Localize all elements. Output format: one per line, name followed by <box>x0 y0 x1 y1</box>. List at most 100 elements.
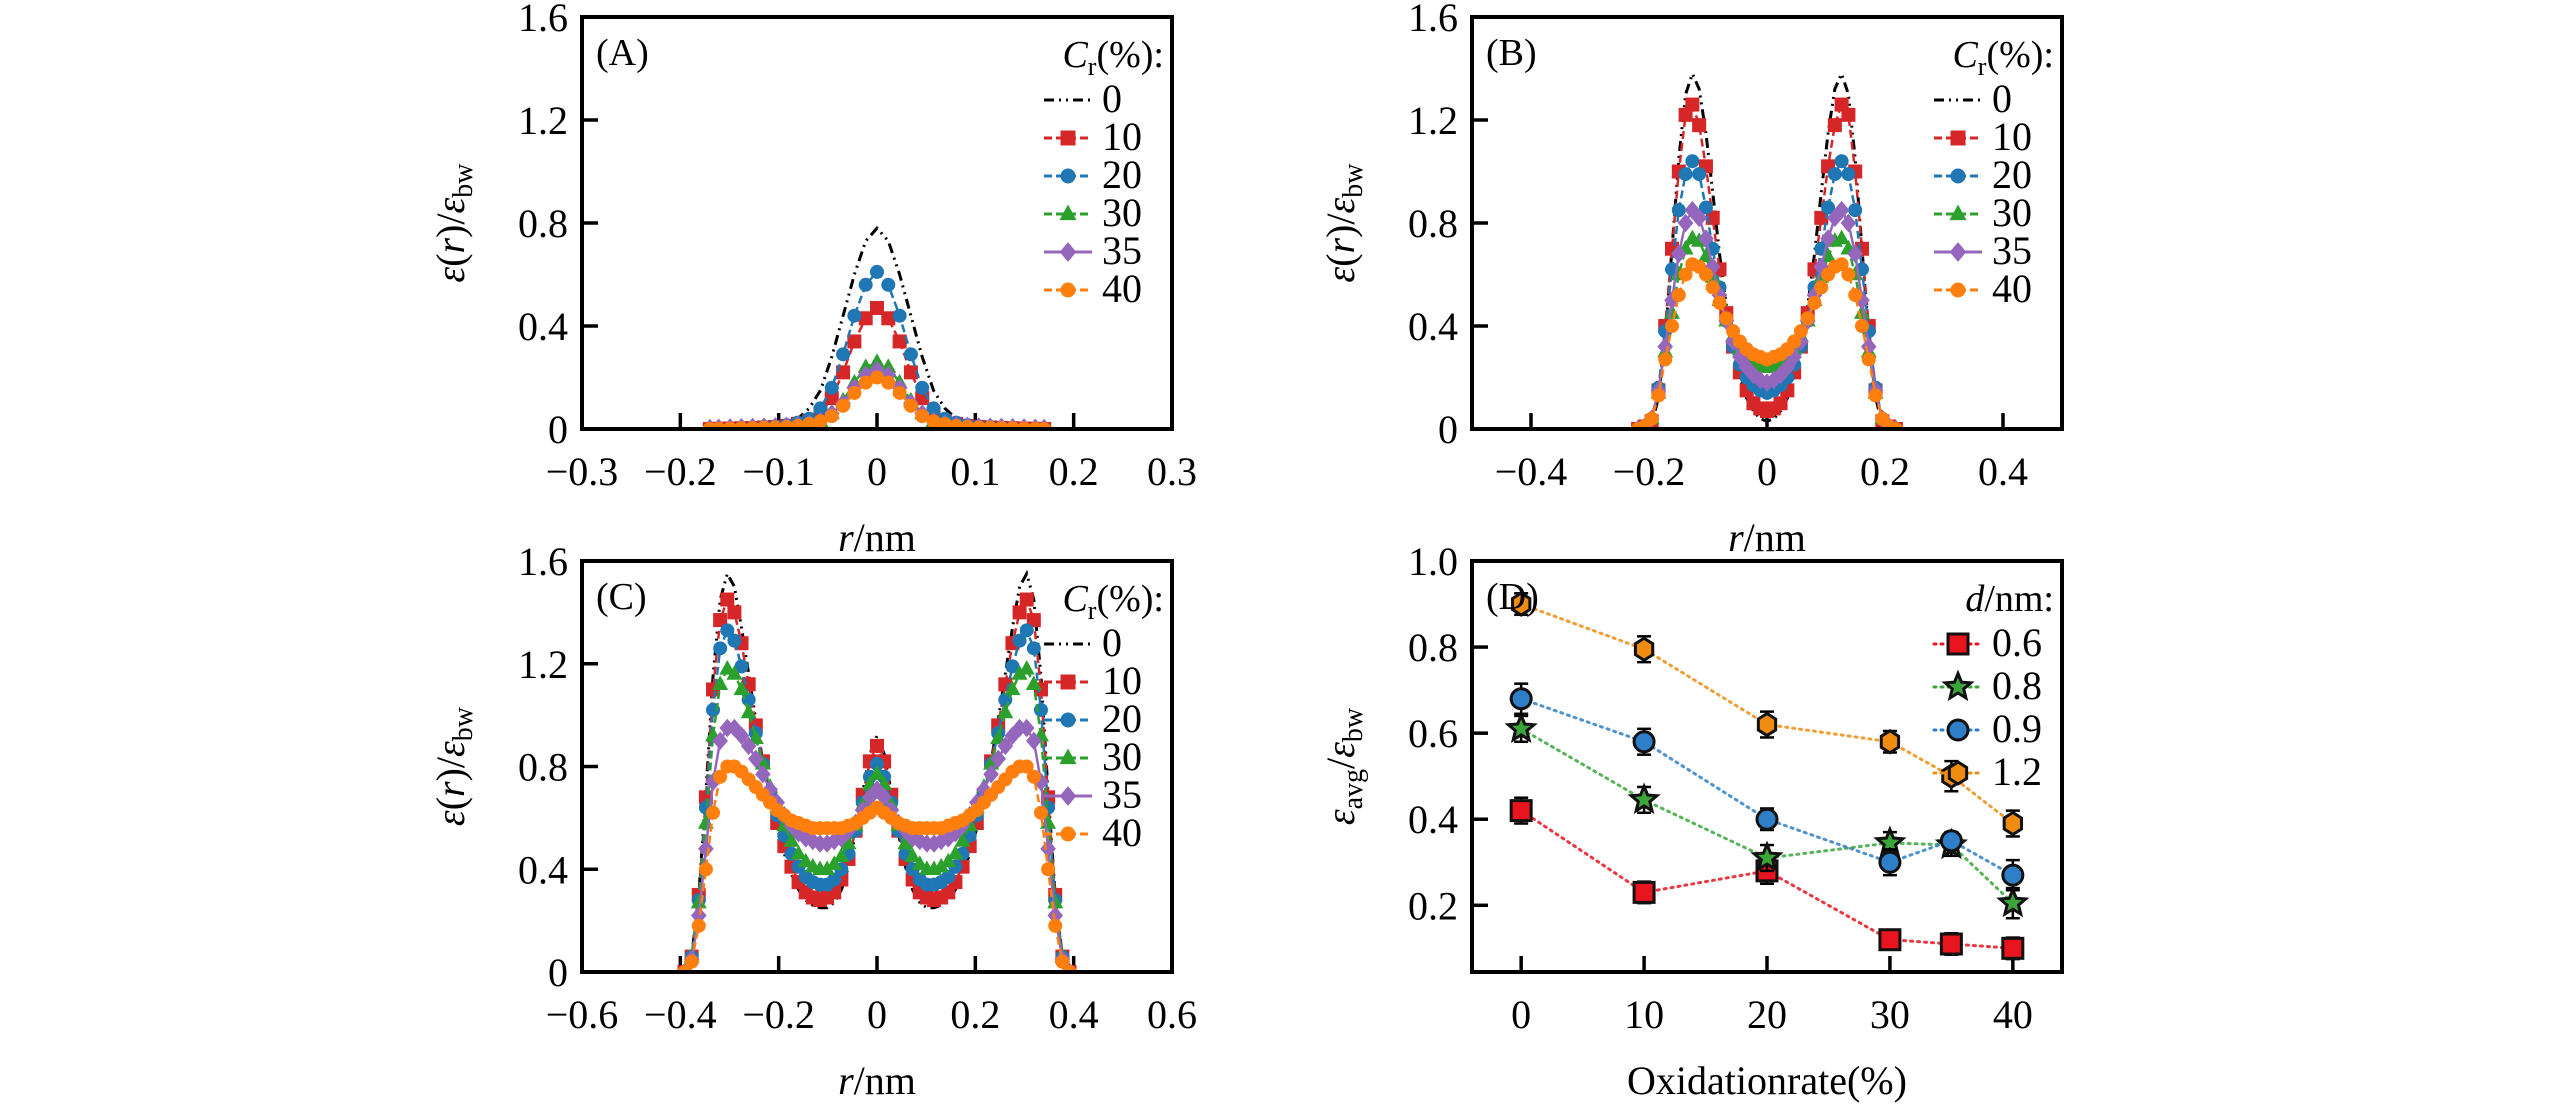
legend-title: Cr(%): <box>1952 34 2054 81</box>
data-point <box>1800 311 1815 326</box>
data-point <box>1821 200 1836 215</box>
data-point <box>1025 675 1042 690</box>
series-d-0.9 <box>1509 682 2025 892</box>
data-point <box>1827 167 1842 182</box>
data-point <box>904 847 921 863</box>
x-tick-label: −0.2 <box>644 449 717 494</box>
legend-marker <box>1949 242 1967 262</box>
data-point <box>881 375 896 390</box>
legend-item-0: 0 <box>1044 76 1122 121</box>
y-tick-label: 1.2 <box>518 98 568 143</box>
x-axis-label: r/nm <box>1728 515 1806 560</box>
legend-marker <box>1949 204 1967 221</box>
data-point <box>1698 267 1713 282</box>
y-axis-label: ε(r)/εbw <box>1318 163 1369 283</box>
y-tick-label: 0.4 <box>518 847 568 892</box>
data-point <box>1511 591 1532 617</box>
data-point <box>1026 731 1042 751</box>
legend-title-d: d <box>1965 578 1985 620</box>
data-point <box>983 764 999 784</box>
legend-label: 10 <box>1992 114 2032 159</box>
data-point <box>1807 295 1822 310</box>
legend-marker <box>1060 674 1076 690</box>
legend-label: 30 <box>1102 734 1142 779</box>
plot-area <box>676 569 1078 972</box>
series-cr-0 <box>1638 69 1896 429</box>
data-point <box>1793 324 1808 339</box>
x-tick-label: 20 <box>1747 992 1787 1037</box>
y-label-paren2: )/ <box>428 756 473 781</box>
data-point <box>1861 352 1876 367</box>
data-point <box>1633 636 1655 663</box>
data-point <box>870 300 884 315</box>
data-point <box>720 592 735 607</box>
panel-d: 0 10 20 30 400.20.40.60.81.0Oxidationrate(%)… <box>1318 539 2064 1103</box>
y-label-sub2: bw <box>1338 707 1369 742</box>
data-point <box>1879 728 1901 755</box>
data-point <box>1004 680 1021 696</box>
legend-item-1-2: 1.2 <box>1932 749 2042 794</box>
data-point <box>1012 633 1027 648</box>
data-point <box>1841 107 1856 122</box>
data-point <box>1685 154 1700 169</box>
data-point <box>941 869 956 884</box>
data-point <box>997 703 1014 719</box>
data-point <box>713 641 728 656</box>
legend-title-sub: r <box>1088 596 1097 625</box>
legend-title-c: C <box>1062 34 1088 76</box>
y-tick-label: 0 <box>548 950 568 995</box>
data-point <box>1018 660 1035 675</box>
legend-label: 40 <box>1102 810 1142 855</box>
data-point <box>824 409 839 424</box>
data-point <box>2002 810 2023 837</box>
data-point <box>1627 782 1661 814</box>
data-point <box>833 847 850 863</box>
data-point <box>1841 167 1856 182</box>
plot-frame <box>1470 559 2064 974</box>
data-point <box>1705 280 1720 295</box>
legend-marker <box>1950 282 1966 298</box>
data-point <box>892 308 907 323</box>
data-point <box>1698 200 1713 215</box>
legend-item-0: 0 <box>1934 76 2012 121</box>
data-point <box>1678 267 1693 282</box>
panel-label: (C) <box>596 576 647 618</box>
data-point <box>870 264 884 279</box>
x-tick-label: 0.4 <box>1049 992 1099 1037</box>
data-point <box>1841 267 1856 282</box>
data-point <box>698 862 713 877</box>
x-tick-label: 0 <box>867 992 887 1037</box>
legend-marker <box>1059 242 1077 262</box>
y-tick-label: 0.8 <box>518 201 568 246</box>
y-axis-label: εavg/εbw <box>1318 707 1369 825</box>
y-label-paren: ( <box>428 797 473 810</box>
data-point <box>1827 118 1842 133</box>
y-tick-label: 0.4 <box>518 304 568 349</box>
legend-item-0: 0 <box>1044 620 1122 665</box>
y-label-sub: bw <box>448 163 479 198</box>
panel-label: (B) <box>1486 32 1537 74</box>
legend-title-rest: (%): <box>1986 34 2054 76</box>
data-point <box>1019 592 1034 607</box>
legend-title-unit: /nm: <box>1984 578 2054 620</box>
data-point <box>903 347 918 362</box>
data-point <box>1833 229 1850 245</box>
y-label-paren2: )/ <box>428 213 473 238</box>
y-tick-label: 0.4 <box>1408 304 1458 349</box>
x-tick-label: 0.4 <box>1978 449 2028 494</box>
data-point <box>797 852 814 868</box>
legend-title-rest: (%): <box>1096 578 1164 620</box>
y-label-eps: ε <box>428 267 473 283</box>
legend-item-20: 20 <box>1934 152 2032 197</box>
x-tick-label: 0 <box>1757 449 1777 494</box>
data-point <box>954 832 971 847</box>
legend-item-40: 40 <box>1044 266 1142 311</box>
legend-label: 35 <box>1102 228 1142 273</box>
legend-label: 10 <box>1102 658 1142 703</box>
legend-item-35: 35 <box>1044 772 1142 817</box>
data-point <box>790 844 807 860</box>
legend-item-20: 20 <box>1044 152 1142 197</box>
data-point <box>915 380 930 395</box>
